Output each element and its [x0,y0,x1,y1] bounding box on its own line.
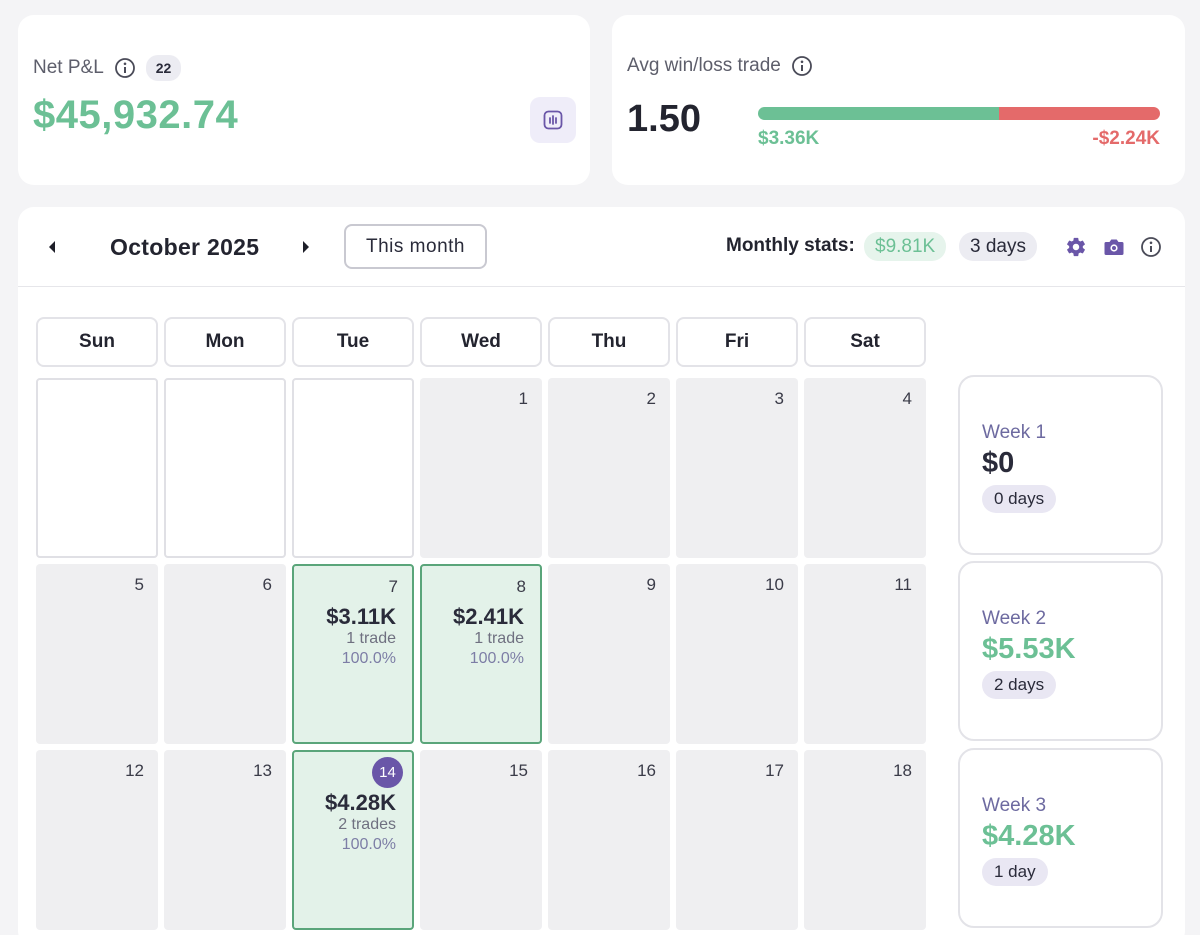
week-summary[interactable]: Week 3 $4.28K 1 day [958,748,1163,928]
week-days-badge: 1 day [982,858,1048,886]
avg-win-loss-header: Avg win/loss trade [627,55,813,77]
weekday-header: Thu [548,317,670,367]
day-trade-count: 1 trade [474,630,524,647]
win-loss-bar [758,107,1160,120]
calendar-day[interactable]: 13 [164,750,286,930]
trade-count-badge: 22 [145,55,182,81]
week-days-badge: 0 days [982,485,1057,513]
net-pnl-header: Net P&L 22 [33,55,182,81]
camera-icon[interactable] [1102,235,1126,259]
chart-toggle-button[interactable] [530,97,576,143]
calendar-day[interactable]: 4 [804,378,926,558]
weekday-header: Wed [420,317,542,367]
calendar-day[interactable]: 1 [420,378,542,558]
week-label: Week 3 [982,795,1047,816]
week-pnl: $0 [982,447,1015,479]
day-number: 2 [646,389,656,408]
week-pnl: $4.28K [982,820,1076,852]
day-trade-count: 1 trade [346,630,396,647]
day-number: 8 [516,577,526,596]
today-badge: 14 [372,757,403,788]
day-number: 17 [765,761,784,780]
calendar-day[interactable]: 6 [164,564,286,744]
this-month-button[interactable]: This month [344,224,487,269]
calendar-day[interactable]: 5 [36,564,158,744]
day-number: 16 [637,761,656,780]
info-icon[interactable] [791,55,813,77]
calendar-day[interactable]: 17 [676,750,798,930]
weekday-header: Sun [36,317,158,367]
bar-chart-icon [542,109,564,131]
net-pnl-card: Net P&L 22 $45,932.74 [18,15,590,185]
day-number: 1 [518,389,528,408]
month-title: October 2025 [110,234,260,260]
week-label: Week 1 [982,422,1047,443]
calendar-day[interactable]: 12 [36,750,158,930]
calendar-day[interactable]: 11 [804,564,926,744]
day-trade-count: 2 trades [338,816,396,833]
day-number: 11 [894,575,912,594]
prev-month-button[interactable] [40,235,64,259]
calendar-day[interactable]: 3 [676,378,798,558]
day-number: 18 [893,761,912,780]
info-icon[interactable] [1139,235,1163,259]
week-summary[interactable]: Week 1 $0 0 days [958,375,1163,555]
win-bar-segment [758,107,1000,120]
next-month-button[interactable] [294,235,318,259]
day-number: 4 [902,389,912,408]
calendar-day[interactable]: 10 [676,564,798,744]
loss-bar-segment [999,107,1160,120]
day-pnl: $3.11K [326,604,396,629]
day-number: 13 [253,761,272,780]
calendar-day-empty [292,378,414,558]
weekday-header: Sat [804,317,926,367]
net-pnl-label: Net P&L [33,57,104,78]
calendar-header: October 2025 This month Monthly stats: $… [18,207,1185,287]
weekday-header: Fri [676,317,798,367]
calendar-day[interactable]: 18 [804,750,926,930]
avg-win-loss-label: Avg win/loss trade [627,55,781,76]
day-pnl: $2.41K [453,604,524,629]
prev-month-icon [46,239,58,255]
avg-loss-value: -$2.24K [1092,128,1160,149]
calendar-card: October 2025 This month Monthly stats: $… [18,207,1185,935]
weekday-header: Mon [164,317,286,367]
day-win-rate: 100.0% [341,836,396,853]
calendar-day-empty [36,378,158,558]
calendar-day[interactable]: 9 [548,564,670,744]
calendar-day-profit[interactable]: 8 $2.41K 1 trade 100.0% [420,564,542,744]
next-month-icon [300,239,312,255]
weekday-header: Tue [292,317,414,367]
day-pnl: $4.28K [325,790,396,815]
calendar-day-empty [164,378,286,558]
calendar-day[interactable]: 15 [420,750,542,930]
day-win-rate: 100.0% [341,650,396,667]
day-number: 15 [509,761,528,780]
week-pnl: $5.53K [982,633,1076,665]
day-number: 5 [134,575,144,594]
monthly-pnl-badge: $9.81K [864,232,947,261]
gear-icon[interactable] [1064,235,1088,259]
calendar-day[interactable]: 16 [548,750,670,930]
day-number: 3 [774,389,784,408]
avg-win-value: $3.36K [758,128,820,149]
day-number: 12 [125,761,144,780]
net-pnl-value: $45,932.74 [33,93,239,137]
week-label: Week 2 [982,608,1047,629]
day-number: 10 [765,575,784,594]
day-number: 9 [646,575,656,594]
monthly-days-badge: 3 days [959,232,1037,261]
week-summary[interactable]: Week 2 $5.53K 2 days [958,561,1163,741]
calendar-day[interactable]: 2 [548,378,670,558]
day-win-rate: 100.0% [469,650,524,667]
day-number: 6 [262,575,272,594]
monthly-stats-label: Monthly stats: [726,235,855,256]
week-days-badge: 2 days [982,671,1057,699]
calendar-day-today[interactable]: 14 $4.28K 2 trades 100.0% [292,750,414,930]
avg-win-loss-card: Avg win/loss trade 1.50 $3.36K -$2.24K [612,15,1185,185]
win-loss-ratio: 1.50 [627,98,701,140]
info-icon[interactable] [114,57,136,79]
day-number: 7 [388,577,398,596]
calendar-day-profit[interactable]: 7 $3.11K 1 trade 100.0% [292,564,414,744]
